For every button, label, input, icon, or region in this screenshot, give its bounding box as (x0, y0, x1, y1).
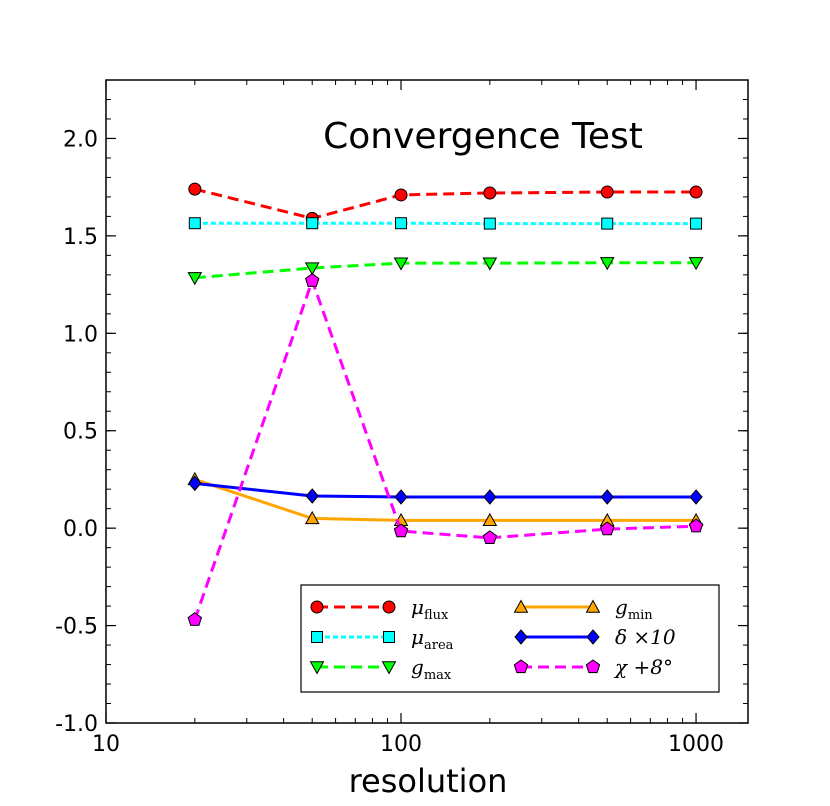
series-delta (188, 475, 703, 505)
chart-title: Convergence Test (323, 116, 643, 157)
data-point-chi (688, 518, 704, 533)
legend-subscript: max (424, 668, 452, 683)
data-point-delta (394, 489, 408, 505)
legend-marker-mu_flux (310, 600, 324, 614)
x-tick-label: 100 (380, 732, 422, 757)
data-point-mu_area (306, 217, 319, 230)
data-point-mu_area (483, 217, 496, 230)
data-point-chi (187, 612, 203, 626)
data-point-g_max (599, 257, 615, 271)
legend-marker-g_min (585, 599, 601, 613)
data-point-chi (482, 530, 498, 545)
data-point-g_max (393, 257, 409, 271)
legend-marker-mu_area (383, 631, 395, 643)
data-point-g_max (187, 272, 203, 286)
data-point-delta (600, 489, 614, 505)
data-point-mu_area (395, 217, 408, 230)
legend-marker-chi (513, 659, 529, 674)
y-tick-label: 0.5 (63, 420, 98, 445)
legend-subscript: flux (424, 608, 449, 623)
series-line-g_min (194, 478, 697, 522)
data-point-chi (393, 523, 409, 538)
legend-marker-mu_area (311, 631, 323, 643)
data-point-chi (599, 521, 615, 536)
legend-subscript: min (628, 608, 653, 623)
data-point-delta (188, 475, 202, 492)
x-tick-label: 10 (92, 732, 120, 757)
data-point-delta (305, 488, 319, 504)
series-line-delta (194, 481, 697, 499)
series-g_min (187, 471, 704, 527)
x-tick-label: 1000 (668, 732, 724, 757)
series-line-chi (193, 276, 697, 621)
data-point-mu_flux (600, 185, 614, 199)
legend-marker-g_max (309, 661, 325, 675)
legend-marker-g_min (513, 599, 529, 613)
y-tick-label: 1.5 (63, 225, 98, 250)
series-g_max (187, 257, 704, 286)
legend-marker-delta (586, 629, 600, 645)
legend-marker-mu_flux (382, 600, 396, 614)
series-line-mu_flux (194, 187, 697, 220)
data-point-g_max (482, 257, 498, 271)
series-mu_area (188, 217, 703, 230)
legend-label-delta: δ ×10 (615, 625, 676, 649)
data-point-mu_flux (483, 186, 497, 200)
series-mu_flux (188, 182, 703, 225)
tick-labels: -1.0 -0.5 0.0 0.5 1.0 1.5 2.0 10 100 1000 (55, 127, 724, 757)
legend-label-chi: χ +8° (613, 655, 673, 679)
legend-subscript: area (424, 638, 454, 653)
y-tick-label: 1.0 (63, 322, 98, 347)
legend-marker-g_max (381, 661, 397, 675)
series-layer (187, 182, 704, 626)
x-axis-title: resolution (349, 762, 508, 800)
data-point-g_max (688, 257, 704, 271)
data-point-g_min (304, 510, 320, 525)
data-point-delta (689, 489, 703, 505)
y-tick-label: 2.0 (63, 127, 98, 152)
data-point-mu_flux (689, 185, 703, 199)
series-line-g_max (194, 261, 697, 280)
data-point-mu_area (188, 217, 201, 230)
series-chi (187, 273, 704, 626)
y-tick-label: 0.0 (63, 517, 98, 542)
legend-box (300, 584, 720, 693)
legend-marker-chi (585, 659, 601, 674)
data-point-g_min (482, 512, 498, 527)
plot-frame (105, 79, 749, 724)
data-point-chi (304, 273, 320, 287)
y-tick-label: -0.5 (55, 615, 98, 640)
data-point-g_max (304, 262, 320, 276)
data-point-mu_area (690, 217, 703, 230)
y-tick-label: -1.0 (55, 712, 98, 737)
data-point-mu_flux (188, 182, 202, 196)
data-point-mu_area (601, 217, 614, 230)
legend-marker-delta (514, 629, 528, 645)
data-point-delta (483, 489, 497, 505)
data-point-mu_flux (394, 188, 408, 202)
